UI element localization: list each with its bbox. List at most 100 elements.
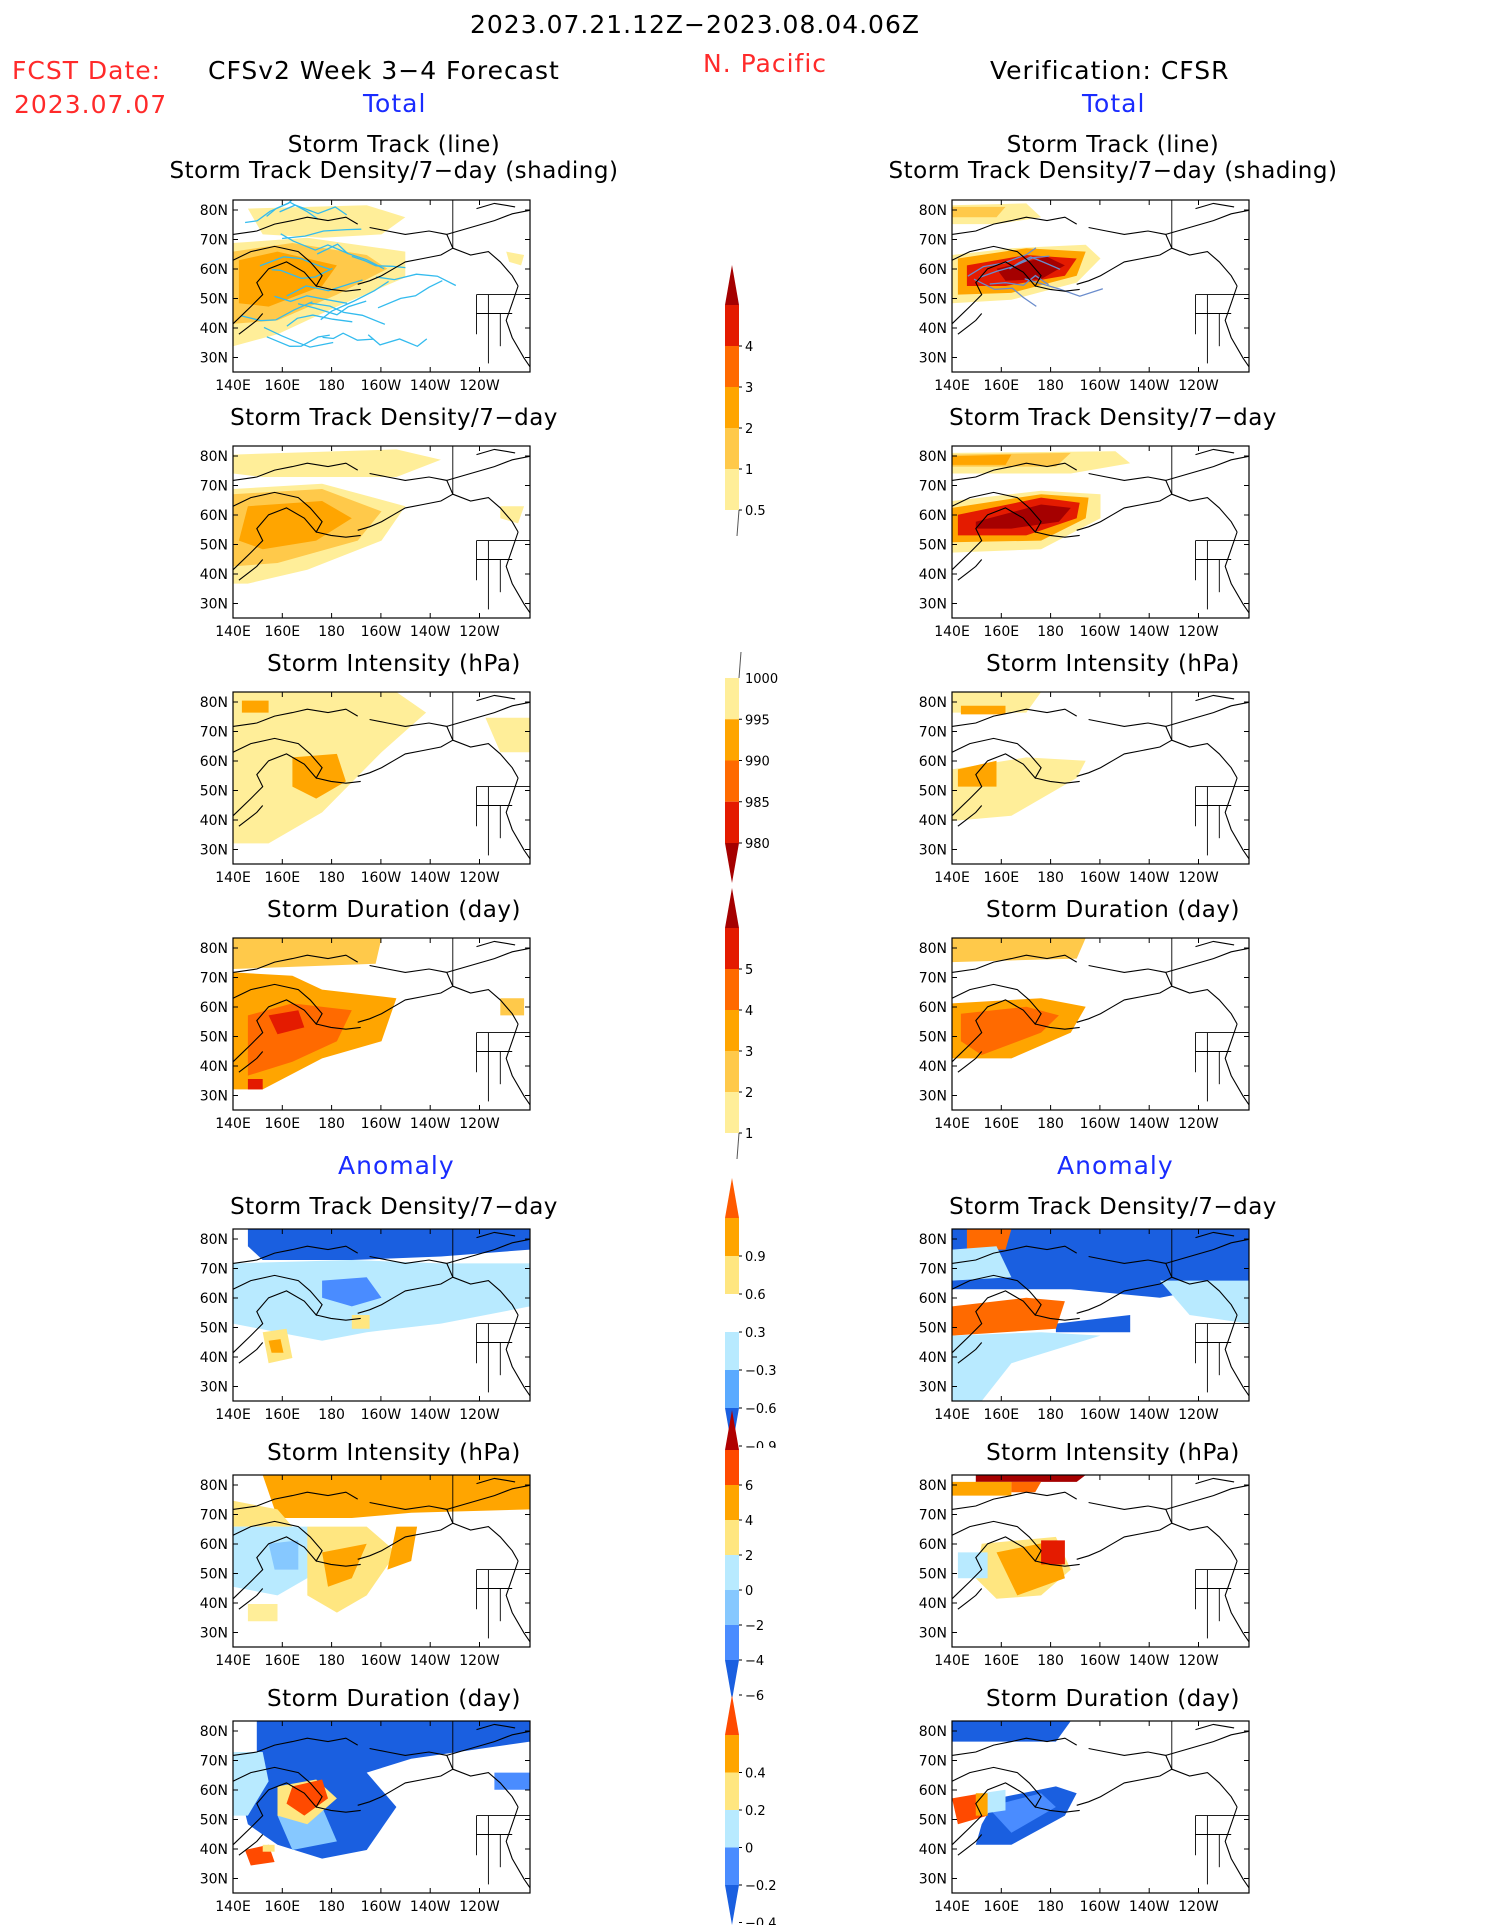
left-map-4: 80N 70N 60N 50N 40N 30N 140E 160E 180 160W 140W 120…	[173, 930, 540, 1140]
colorbar-swatch	[725, 387, 739, 428]
right-map-4: 80N 70N 60N 50N 40N 30N 140E 160E 180 160W 140W 120…	[892, 930, 1259, 1140]
storm-track-line	[973, 278, 1037, 307]
lon-tick-label: 180	[1037, 378, 1064, 394]
lat-tick-label: 70N	[200, 725, 228, 741]
coastline	[952, 708, 1077, 727]
lat-tick-label: 50N	[200, 1813, 228, 1829]
lon-tick-label: 140W	[410, 1407, 451, 1423]
coastline	[1165, 1238, 1249, 1264]
coastline	[233, 216, 358, 235]
fcst-date-value: 2023.07.07	[14, 90, 168, 119]
lat-tick-label: 60N	[200, 1537, 228, 1553]
lon-tick-label: 160W	[361, 1899, 402, 1915]
lat-tick-label: 40N	[919, 1596, 947, 1612]
coastline	[952, 1766, 1042, 1846]
coastline	[316, 1314, 361, 1321]
lat-tick-label: 80N	[200, 449, 228, 465]
shaded-region	[247, 1604, 278, 1622]
lat-tick-label: 30N	[919, 1872, 947, 1888]
shaded-region	[500, 998, 525, 1016]
lat-tick-label: 40N	[200, 1596, 228, 1612]
lon-tick-label: 140E	[934, 1116, 970, 1132]
shaded-region	[952, 1246, 1012, 1281]
colorbar-label: 4	[745, 1514, 753, 1529]
lon-tick-label: 140E	[934, 1407, 970, 1423]
lat-tick-label: 30N	[919, 843, 947, 859]
lon-tick-label: 140E	[934, 378, 970, 394]
lat-tick-label: 50N	[919, 292, 947, 308]
lon-tick-label: 120W	[1178, 1407, 1219, 1423]
coastline	[1035, 1314, 1080, 1321]
coastline	[1076, 718, 1173, 777]
coastline	[952, 216, 1077, 235]
lat-tick-label: 80N	[200, 203, 228, 219]
coastline	[233, 1520, 323, 1600]
lon-tick-label: 140E	[215, 1407, 251, 1423]
coastline	[476, 940, 516, 948]
shaded-region	[322, 1277, 382, 1307]
coastline	[357, 1501, 454, 1560]
map-frame	[232, 1720, 531, 1894]
storm-track-line	[240, 301, 313, 322]
coastline	[1076, 1255, 1173, 1314]
shaded-region	[262, 1475, 530, 1518]
colorbar-swatch	[725, 1520, 739, 1555]
coastline	[476, 1723, 516, 1731]
lat-tick-label: 30N	[200, 1380, 228, 1396]
coastline	[238, 1588, 264, 1610]
right-p6-title: Storm Intensity (hPa)	[986, 1440, 1240, 1466]
shaded-region	[966, 1229, 1012, 1250]
shaded-region	[952, 1721, 1071, 1742]
coastline	[452, 1276, 519, 1316]
lon-tick-label: 140E	[215, 378, 251, 394]
colorbar-swatch	[725, 1810, 739, 1848]
lon-tick-label: 160E	[265, 1407, 301, 1423]
lat-tick-label: 70N	[919, 725, 947, 741]
coastline	[952, 737, 1042, 817]
shaded-region	[268, 1540, 299, 1570]
colorbar-swatch	[725, 1735, 739, 1773]
colorbar-label: 5	[745, 963, 753, 978]
map-frame	[951, 1474, 1250, 1648]
coastline	[952, 1520, 1042, 1600]
coastline	[1171, 739, 1238, 779]
map-frame	[232, 445, 531, 619]
lon-tick-label: 160W	[361, 1407, 402, 1423]
lat-tick-label: 50N	[919, 1030, 947, 1046]
lon-tick-label: 160E	[265, 1116, 301, 1132]
lat-tick-label: 40N	[919, 813, 947, 829]
left-anomaly-label: Anomaly	[338, 1151, 455, 1180]
coastline	[357, 1747, 454, 1806]
map-frame	[951, 691, 1250, 865]
lon-tick-label: 160W	[1080, 1653, 1121, 1669]
lat-tick-label: 40N	[200, 1059, 228, 1075]
coastline	[233, 245, 323, 325]
lat-tick-label: 30N	[200, 597, 228, 613]
storm-track-line	[274, 295, 348, 304]
colorbar-swatch	[725, 678, 739, 720]
model-title: CFSv2 Week 3−4 Forecast	[208, 56, 560, 85]
coastline	[1165, 1484, 1249, 1510]
shaded-region	[233, 449, 441, 477]
colorbar-swatch	[725, 1256, 739, 1294]
coastline	[233, 1491, 358, 1510]
lon-tick-label: 160E	[265, 378, 301, 394]
lat-tick-label: 60N	[919, 1537, 947, 1553]
coastline	[476, 694, 516, 702]
coastline	[957, 559, 983, 581]
coastline	[957, 1342, 983, 1364]
lon-tick-label: 140E	[215, 624, 251, 640]
colorbar-cap	[725, 265, 739, 305]
lon-tick-label: 180	[1037, 1899, 1064, 1915]
shaded-region	[952, 938, 1086, 963]
lat-tick-label: 30N	[919, 597, 947, 613]
coastline	[952, 462, 1077, 481]
lon-tick-label: 140E	[934, 1899, 970, 1915]
coastline	[1195, 1477, 1235, 1485]
lat-tick-label: 60N	[919, 754, 947, 770]
lon-tick-label: 180	[318, 1653, 345, 1669]
left-p7-title: Storm Duration (day)	[267, 1686, 521, 1712]
coastline	[952, 1274, 1042, 1354]
colorbar-label: 3	[745, 1045, 753, 1060]
